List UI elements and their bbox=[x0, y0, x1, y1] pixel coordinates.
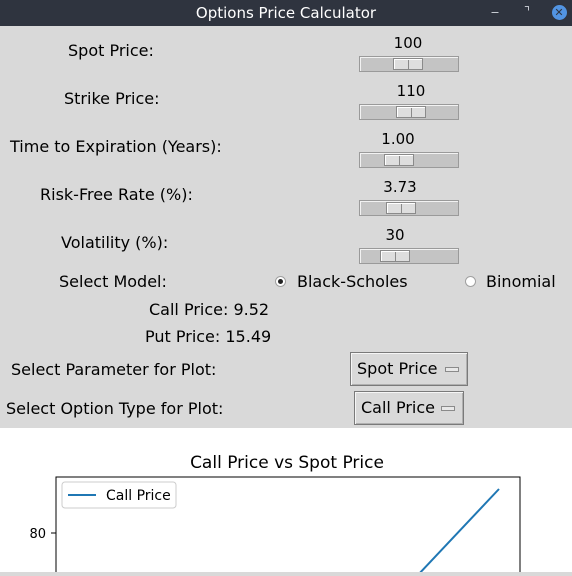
strike-price-value: 110 bbox=[396, 82, 426, 100]
put-price-result: Put Price: 15.49 bbox=[145, 327, 272, 346]
time-to-expiration-label: Time to Expiration (Years): bbox=[10, 137, 222, 156]
time-to-expiration-slider[interactable] bbox=[359, 152, 459, 168]
close-icon: ✕ bbox=[551, 5, 567, 20]
price-chart: Call Price vs Spot Price 80 Call Price bbox=[29, 453, 521, 576]
plot-frame bbox=[55, 476, 521, 576]
black-scholes-radio[interactable] bbox=[275, 276, 286, 287]
volatility-slider-thumb[interactable] bbox=[380, 250, 410, 262]
chart-legend: Call Price bbox=[61, 481, 177, 509]
legend-box bbox=[61, 481, 177, 509]
plot-option-type-dropdown[interactable]: Call Price bbox=[354, 391, 464, 425]
volatility-value: 30 bbox=[385, 226, 405, 244]
plot-parameter-label: Select Parameter for Plot: bbox=[11, 360, 217, 379]
binomial-radio[interactable] bbox=[465, 276, 476, 287]
black-scholes-label[interactable]: Black-Scholes bbox=[297, 272, 408, 291]
time-to-expiration-slider-thumb[interactable] bbox=[384, 154, 414, 166]
plot-parameter-dropdown[interactable]: Spot Price bbox=[350, 352, 468, 386]
chart-title: Call Price vs Spot Price bbox=[190, 453, 384, 473]
legend-label: Call Price bbox=[106, 488, 171, 504]
controls-panel: Spot Price: 100 Strike Price: 110 Time t… bbox=[0, 26, 572, 428]
plot-option-type-value: Call Price bbox=[361, 398, 435, 417]
call-price-series-line bbox=[416, 488, 500, 576]
dropdown-indicator-icon bbox=[441, 406, 455, 411]
plot-option-type-label: Select Option Type for Plot: bbox=[6, 399, 224, 418]
minimize-icon[interactable]: ‒ bbox=[490, 5, 500, 20]
y-tick-label: 80 bbox=[29, 527, 46, 542]
spot-price-slider-thumb[interactable] bbox=[393, 58, 423, 70]
risk-free-rate-slider-thumb[interactable] bbox=[386, 202, 416, 214]
close-button[interactable]: ✕ bbox=[548, 0, 570, 26]
plot-canvas: Call Price vs Spot Price 80 Call Price bbox=[0, 428, 572, 576]
risk-free-rate-label: Risk-Free Rate (%): bbox=[40, 185, 193, 204]
spot-price-label: Spot Price: bbox=[68, 41, 154, 60]
spot-price-slider[interactable] bbox=[359, 56, 459, 72]
spot-price-value: 100 bbox=[393, 34, 423, 52]
volatility-label: Volatility (%): bbox=[61, 233, 169, 252]
strike-price-slider[interactable] bbox=[359, 104, 459, 120]
strike-price-slider-thumb[interactable] bbox=[396, 106, 426, 118]
plot-parameter-value: Spot Price bbox=[357, 359, 438, 378]
risk-free-rate-slider[interactable] bbox=[359, 200, 459, 216]
select-model-label: Select Model: bbox=[59, 272, 167, 291]
binomial-label[interactable]: Binomial bbox=[486, 272, 556, 291]
dropdown-indicator-icon bbox=[445, 367, 459, 372]
time-to-expiration-value: 1.00 bbox=[381, 130, 415, 148]
strike-price-label: Strike Price: bbox=[64, 89, 160, 108]
maximize-icon[interactable]: ⌝ bbox=[523, 5, 531, 20]
risk-free-rate-value: 3.73 bbox=[383, 178, 417, 196]
volatility-slider[interactable] bbox=[359, 248, 459, 264]
title-bar: Options Price Calculator ‒ ⌝ ✕ bbox=[0, 0, 572, 26]
call-price-result: Call Price: 9.52 bbox=[149, 300, 270, 319]
window-title: Options Price Calculator bbox=[195, 4, 377, 22]
